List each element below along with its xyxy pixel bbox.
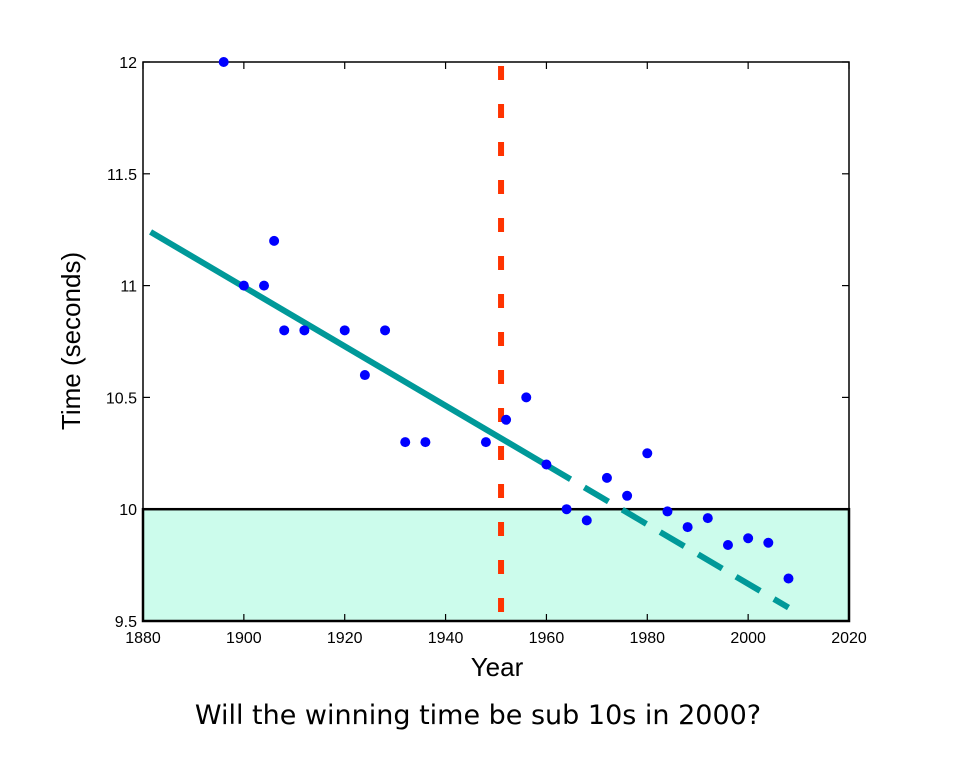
data-point	[662, 506, 673, 517]
x-tick-label: 1980	[629, 630, 665, 647]
x-tick-label: 1960	[529, 630, 565, 647]
data-point	[601, 472, 612, 483]
data-point	[299, 325, 310, 336]
y-tick-label: 9.5	[115, 614, 137, 631]
data-point	[259, 280, 270, 291]
data-point	[763, 537, 774, 548]
y-tick-label: 12	[119, 55, 137, 72]
data-point	[501, 414, 512, 425]
data-point	[581, 515, 592, 526]
data-point	[622, 490, 633, 501]
data-point	[541, 459, 552, 470]
data-point	[783, 573, 794, 584]
data-point	[339, 325, 350, 336]
x-tick-label: 1920	[327, 630, 363, 647]
data-point	[743, 533, 754, 544]
chart-caption: Will the winning time be sub 10s in 2000…	[194, 700, 762, 731]
y-tick-label: 10	[119, 502, 137, 519]
data-point	[238, 280, 249, 291]
data-point	[380, 325, 391, 336]
data-point	[561, 504, 572, 515]
y-axis-title: Time (seconds)	[56, 252, 86, 430]
y-tick-label: 10.5	[106, 390, 137, 407]
data-point	[521, 392, 532, 403]
data-point	[359, 370, 370, 381]
data-point	[218, 57, 229, 67]
axes-frame-layer	[142, 61, 850, 622]
data-point	[682, 522, 693, 533]
data-point	[279, 325, 290, 336]
data-point	[420, 437, 431, 448]
axes-frame	[142, 61, 850, 622]
data-point	[642, 448, 653, 459]
tick-labels-layer: 1880 1900 1920 1940 1960 1980 2000 2020 9.5 10 10.…	[106, 55, 867, 647]
shaded-region	[141, 507, 851, 623]
y-tick-label: 11.5	[107, 167, 137, 184]
data-point	[400, 437, 411, 448]
x-tick-label: 2020	[831, 630, 867, 647]
x-axis-title: Year	[471, 652, 524, 682]
ticks-layer	[142, 61, 850, 622]
y-tick-label: 11	[120, 279, 137, 296]
x-tick-label: 1880	[125, 630, 161, 647]
x-tick-label: 1900	[226, 630, 262, 647]
points-layer	[218, 57, 794, 584]
data-point	[269, 235, 280, 246]
shaded-region-layer	[141, 507, 851, 623]
data-point	[702, 513, 713, 524]
x-tick-label: 1940	[428, 630, 464, 647]
data-point	[722, 539, 733, 550]
fit-line-solid	[149, 229, 548, 468]
x-tick-label: 2000	[730, 630, 766, 647]
fit-line-dashed	[544, 462, 791, 611]
fit-line-layer	[149, 229, 791, 611]
data-point	[480, 437, 491, 448]
chart: 1880 1900 1920 1940 1960 1980 2000 2020 9.5 10 10.…	[56, 55, 867, 682]
